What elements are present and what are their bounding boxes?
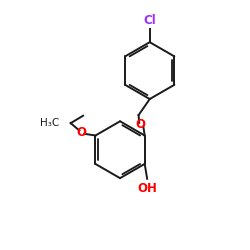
Text: O: O: [136, 118, 145, 130]
Text: OH: OH: [137, 182, 157, 195]
Text: H₃C: H₃C: [40, 118, 60, 128]
Text: O: O: [77, 126, 87, 139]
Text: Cl: Cl: [143, 14, 156, 26]
